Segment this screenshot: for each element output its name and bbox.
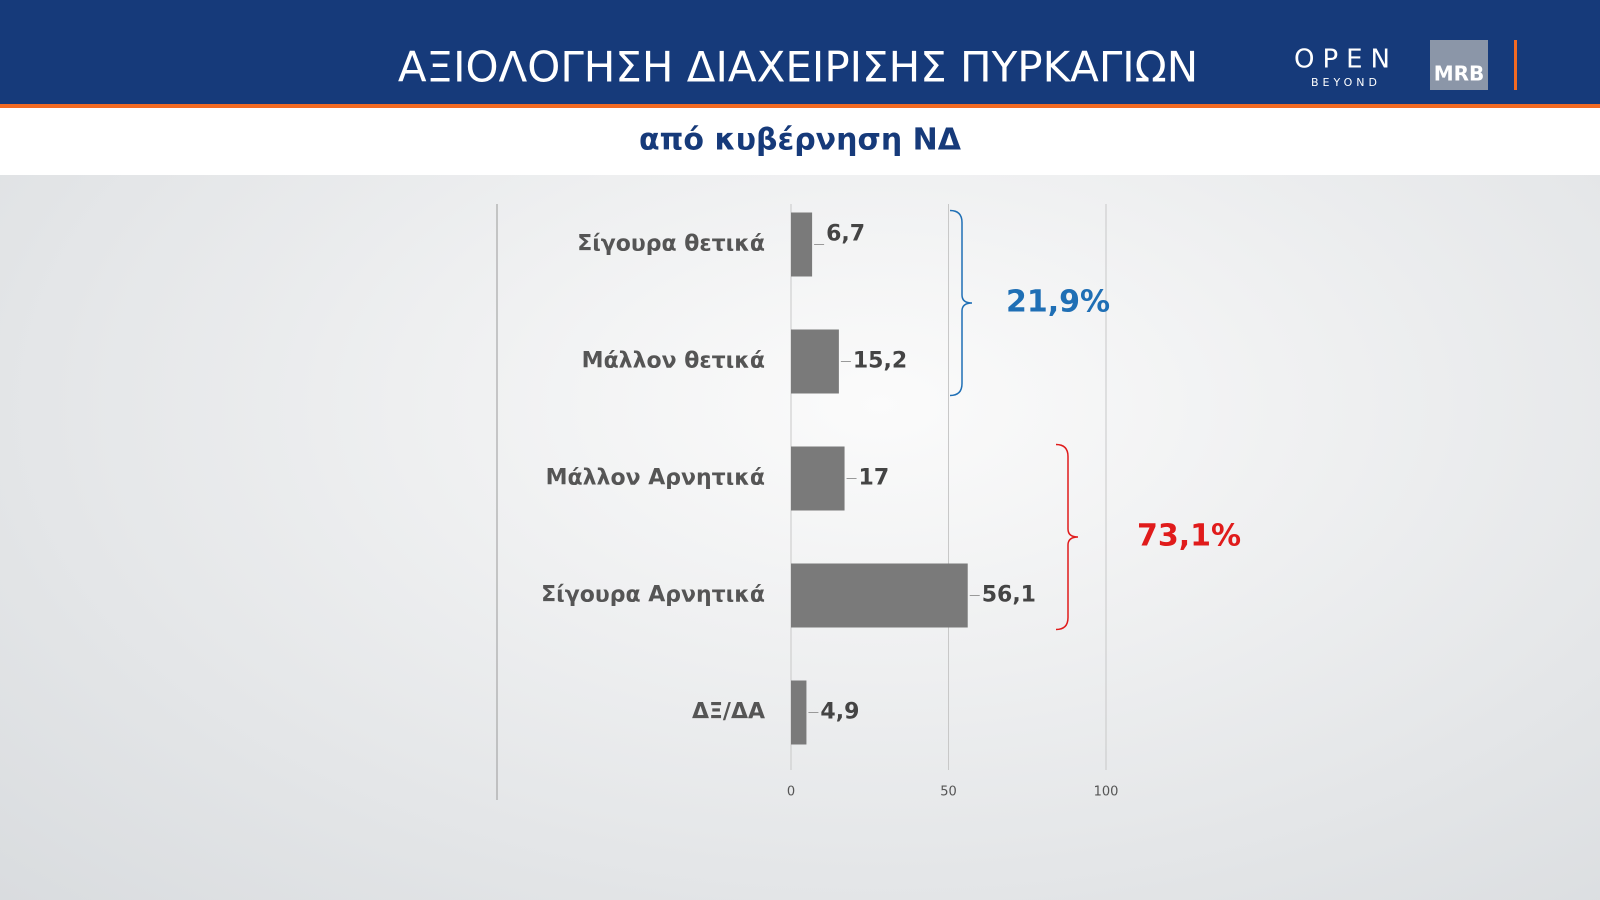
value-label: 6,7 (826, 222, 865, 247)
x-tick-label: 50 (940, 785, 957, 800)
divider (1514, 40, 1517, 90)
value-label: 17 (859, 466, 890, 491)
bar (791, 446, 845, 511)
logo: OPEN (1294, 45, 1398, 75)
x-tick-label: 0 (787, 785, 795, 800)
value-label: 15,2 (853, 349, 907, 374)
category-label: ΔΞ/ΔΑ (692, 700, 765, 725)
value-label: 56,1 (982, 583, 1036, 608)
x-tick-label: 100 (1094, 785, 1119, 800)
value-label: 4,9 (820, 700, 859, 725)
category-label: Σίγουρα θετικά (577, 232, 765, 257)
category-label: Σίγουρα Αρνητικά (541, 583, 765, 608)
pollster-box (1430, 40, 1488, 90)
category-label: Μάλλον Αρνητικά (546, 466, 765, 491)
bracket (1055, 443, 1079, 631)
bar (791, 212, 813, 277)
bracket-label: 21,9% (1006, 285, 1110, 320)
bracket-label: 73,1% (1137, 519, 1241, 554)
subtitle-band (0, 108, 1600, 175)
logo-tagline: BEYOND (1311, 76, 1381, 89)
header-stripe (0, 104, 1600, 108)
subtitle: από κυβέρνηση ΝΔ (639, 123, 962, 158)
category-label: Μάλλον θετικά (582, 349, 765, 374)
header-bar (0, 0, 1600, 104)
bar (791, 563, 968, 628)
bar (791, 680, 807, 745)
title: ΑΞΙΟΛΟΓΗΣΗ ΔΙΑΧΕΙΡΙΣΗΣ ΠΥΡΚΑΓΙΩΝ (398, 43, 1198, 92)
bar (791, 329, 839, 394)
bracket (949, 209, 973, 397)
pollster: MRB (1434, 62, 1485, 86)
